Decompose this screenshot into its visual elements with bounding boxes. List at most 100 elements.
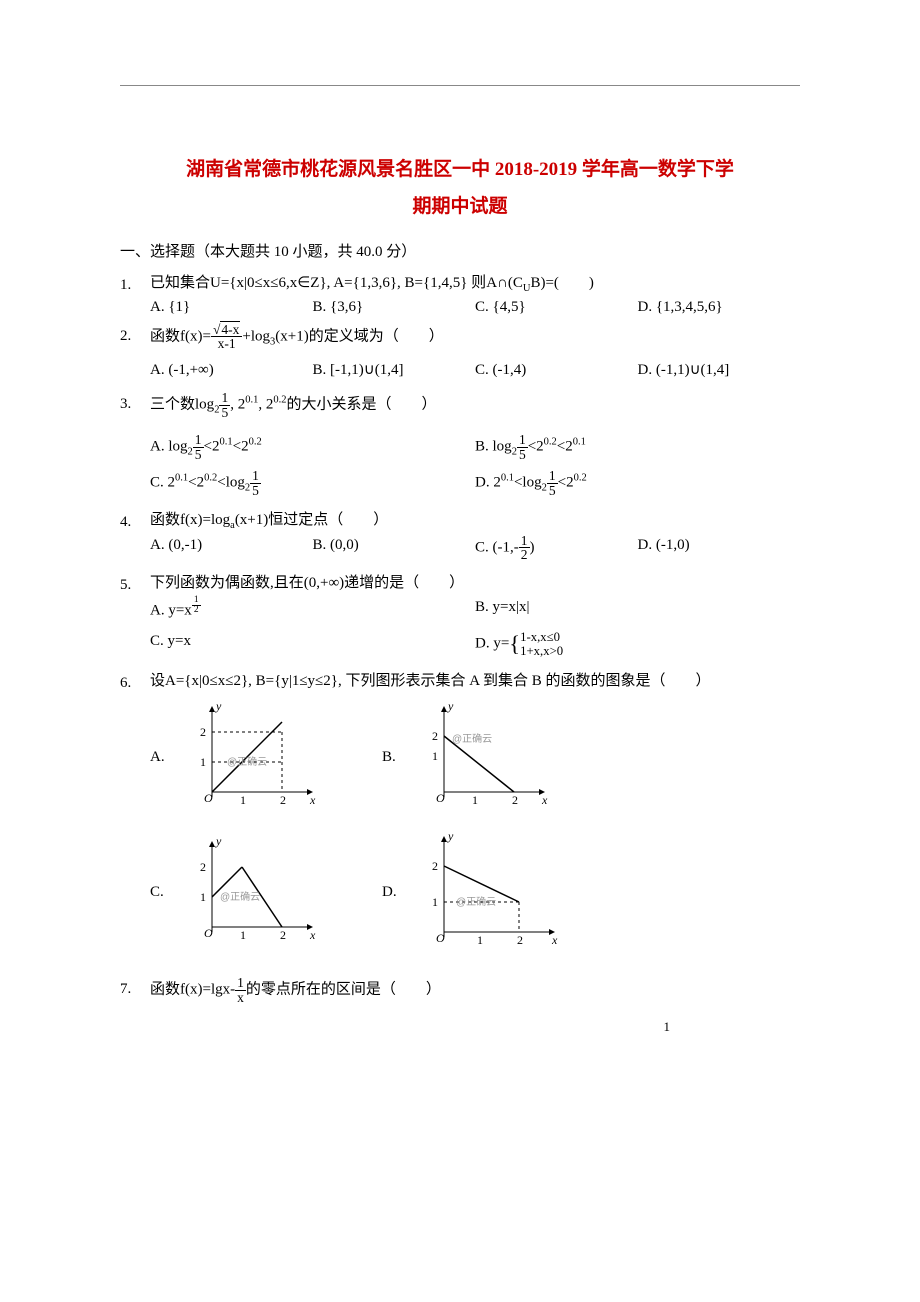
svg-text:O: O: [204, 791, 213, 805]
q7-suf: 的零点所在的区间是（: [246, 982, 396, 998]
svg-text:1: 1: [472, 793, 478, 807]
q4-opt-a: A. (0,-1): [150, 534, 313, 562]
q2-opt-b: B. [-1,1)∪(1,4]: [313, 359, 476, 382]
svg-text:y: y: [447, 832, 454, 843]
q7-text: 函数f(x)=lgx-1x的零点所在的区间是（ ）: [150, 976, 800, 1004]
q1-opt-d: D. {1,3,4,5,6}: [638, 296, 801, 319]
svg-text:1: 1: [432, 895, 438, 909]
svg-text:2: 2: [280, 928, 286, 942]
svg-text:O: O: [204, 926, 213, 940]
question-5: 5. 下列函数为偶函数,且在(0,+∞)递增的是（ ） A. y=x12 B. …: [120, 572, 800, 666]
q6-t: 设A={x|0≤x≤2}, B={y|1≤y≤2}, 下列图形表示集合 A 到集…: [150, 673, 666, 689]
q5-opt-c: C. y=x: [150, 630, 475, 658]
q2-options: A. (-1,+∞) B. [-1,1)∪(1,4] C. (-1,4) D. …: [150, 359, 800, 382]
svg-text:1: 1: [200, 890, 206, 904]
svg-text:2: 2: [200, 860, 206, 874]
q3-opt-d: D. 20.1<log215<20.2: [475, 469, 800, 497]
svg-text:2: 2: [280, 793, 286, 807]
q5-opt-b: B. y=x|x|: [475, 596, 800, 622]
svg-text:1: 1: [240, 793, 246, 807]
q1-pre: 已知集合: [150, 275, 210, 291]
q3-b-label: B.: [475, 438, 489, 454]
question-7: 7. 函数f(x)=lgx-1x的零点所在的区间是（ ）: [120, 976, 800, 1006]
q5-text: 下列函数为偶函数,且在(0,+∞)递增的是（ ）: [150, 572, 800, 595]
q2-close: ）: [429, 328, 444, 344]
q1-opt-c: C. {4,5}: [475, 296, 638, 319]
svg-text:1: 1: [432, 749, 438, 763]
svg-text:2: 2: [200, 725, 206, 739]
svg-text:1: 1: [200, 755, 206, 769]
svg-text:2: 2: [517, 933, 523, 947]
q4-close: ）: [373, 512, 388, 528]
q4-opt-d: D. (-1,0): [638, 534, 801, 562]
q5-close: ）: [449, 575, 464, 591]
q6-text: 设A={x|0≤x≤2}, B={y|1≤y≤2}, 下列图形表示集合 A 到集…: [150, 670, 800, 693]
svg-text:y: y: [215, 702, 222, 713]
q5d-pre: D. y=: [475, 635, 509, 651]
q3-opt-a: A. log215<20.1<20.2: [150, 433, 475, 461]
q6-label-a: A.: [150, 746, 170, 769]
svg-text:y: y: [447, 702, 454, 713]
q1-a-set: A={1,3,6},: [333, 275, 400, 291]
q4-pre: 函数: [150, 512, 180, 528]
svg-text:x: x: [309, 928, 316, 942]
svg-text:1: 1: [477, 933, 483, 947]
q5-opt-d: D. y={1-x,x≤01+x,x>0: [475, 630, 800, 658]
svg-text:@正确云: @正确云: [220, 890, 260, 903]
question-4: 4. 函数f(x)=loga(x+1)恒过定点（ ） A. (0,-1) B. …: [120, 509, 800, 562]
q2-text: 函数f(x)=√4-xx-1+log3(x+1)的定义域为（ ）: [150, 323, 800, 351]
q1-b-set: B={1,4,5}: [405, 275, 468, 291]
q1-text: 已知集合U={x|0≤x≤6,x∈Z}, A={1,3,6}, B={1,4,5…: [150, 272, 800, 295]
svg-text:2: 2: [512, 793, 518, 807]
question-3: 3. 三个数log215, 20.1, 20.2的大小关系是（ ） A. log…: [120, 391, 800, 505]
svg-text:y: y: [215, 837, 222, 848]
q3-pre: 三个数: [150, 396, 195, 412]
q2-number: 2.: [120, 323, 150, 348]
svg-text:x: x: [541, 793, 548, 807]
q4c-suf: ): [530, 539, 535, 555]
q3-text: 三个数log215, 20.1, 20.2的大小关系是（ ）: [150, 391, 800, 419]
q4-opt-c: C. (-1,-12): [475, 534, 638, 562]
question-2: 2. 函数f(x)=√4-xx-1+log3(x+1)的定义域为（ ） A. (…: [120, 323, 800, 382]
q4-opt-b: B. (0,0): [313, 534, 476, 562]
q6-graph-c: O y x 1 2 1 2 @正确云: [182, 837, 322, 947]
doc-title-line2: 期期中试题: [120, 193, 800, 222]
q2-opt-c: C. (-1,4): [475, 359, 638, 382]
q1-opt-b: B. {3,6}: [313, 296, 476, 319]
q6-close: ）: [696, 673, 711, 689]
q5-options: A. y=x12 B. y=x|x| C. y=x D. y={1-x,x≤01…: [150, 596, 800, 666]
q7-close: ）: [426, 982, 441, 998]
q1-mid: 则: [471, 275, 486, 291]
q5-opt-a: A. y=x12: [150, 596, 475, 622]
q4-suf: 恒过定点（: [268, 512, 343, 528]
svg-text:@正确云: @正确云: [456, 895, 496, 908]
q4-number: 4.: [120, 509, 150, 534]
q6-label-c: C.: [150, 881, 170, 904]
q3-a-label: A.: [150, 438, 165, 454]
q2-opt-a: A. (-1,+∞): [150, 359, 313, 382]
q2-opt-d: D. (-1,1)∪(1,4]: [638, 359, 801, 382]
q6-label-b: B.: [382, 746, 402, 769]
q5a-pre: A.: [150, 602, 168, 618]
q5-t: 下列函数为偶函数,且在(0,+∞)递增的是（: [150, 575, 419, 591]
q7-number: 7.: [120, 976, 150, 1001]
svg-text:O: O: [436, 791, 445, 805]
q1-opt-a: A. {1}: [150, 296, 313, 319]
q4-options: A. (0,-1) B. (0,0) C. (-1,-12) D. (-1,0): [150, 534, 800, 562]
q3-opt-b: B. log215<20.2<20.1: [475, 433, 800, 461]
q1-u: U={x|0≤x≤6,x∈Z},: [210, 275, 330, 291]
doc-title-line1: 湖南省常德市桃花源风景名胜区一中 2018-2019 学年高一数学下学: [120, 156, 800, 185]
q4-text: 函数f(x)=loga(x+1)恒过定点（ ）: [150, 509, 800, 532]
q1-options: A. {1} B. {3,6} C. {4,5} D. {1,3,4,5,6}: [150, 296, 800, 319]
page-number: 1: [664, 1017, 671, 1037]
svg-text:2: 2: [432, 859, 438, 873]
svg-text:O: O: [436, 931, 445, 945]
q3-options: A. log215<20.1<20.2 B. log215<20.2<20.1 …: [150, 433, 800, 505]
q3-close: ）: [421, 396, 436, 412]
svg-text:1: 1: [240, 928, 246, 942]
q3-number: 3.: [120, 391, 150, 416]
section-heading: 一、选择题（本大题共 10 小题，共 40.0 分）: [120, 241, 800, 264]
q6-label-d: D.: [382, 881, 402, 904]
q2-suf: 的定义域为（: [309, 328, 399, 344]
q6-graph-a: O y x 1 2 1 2 @正确云: [182, 702, 322, 812]
